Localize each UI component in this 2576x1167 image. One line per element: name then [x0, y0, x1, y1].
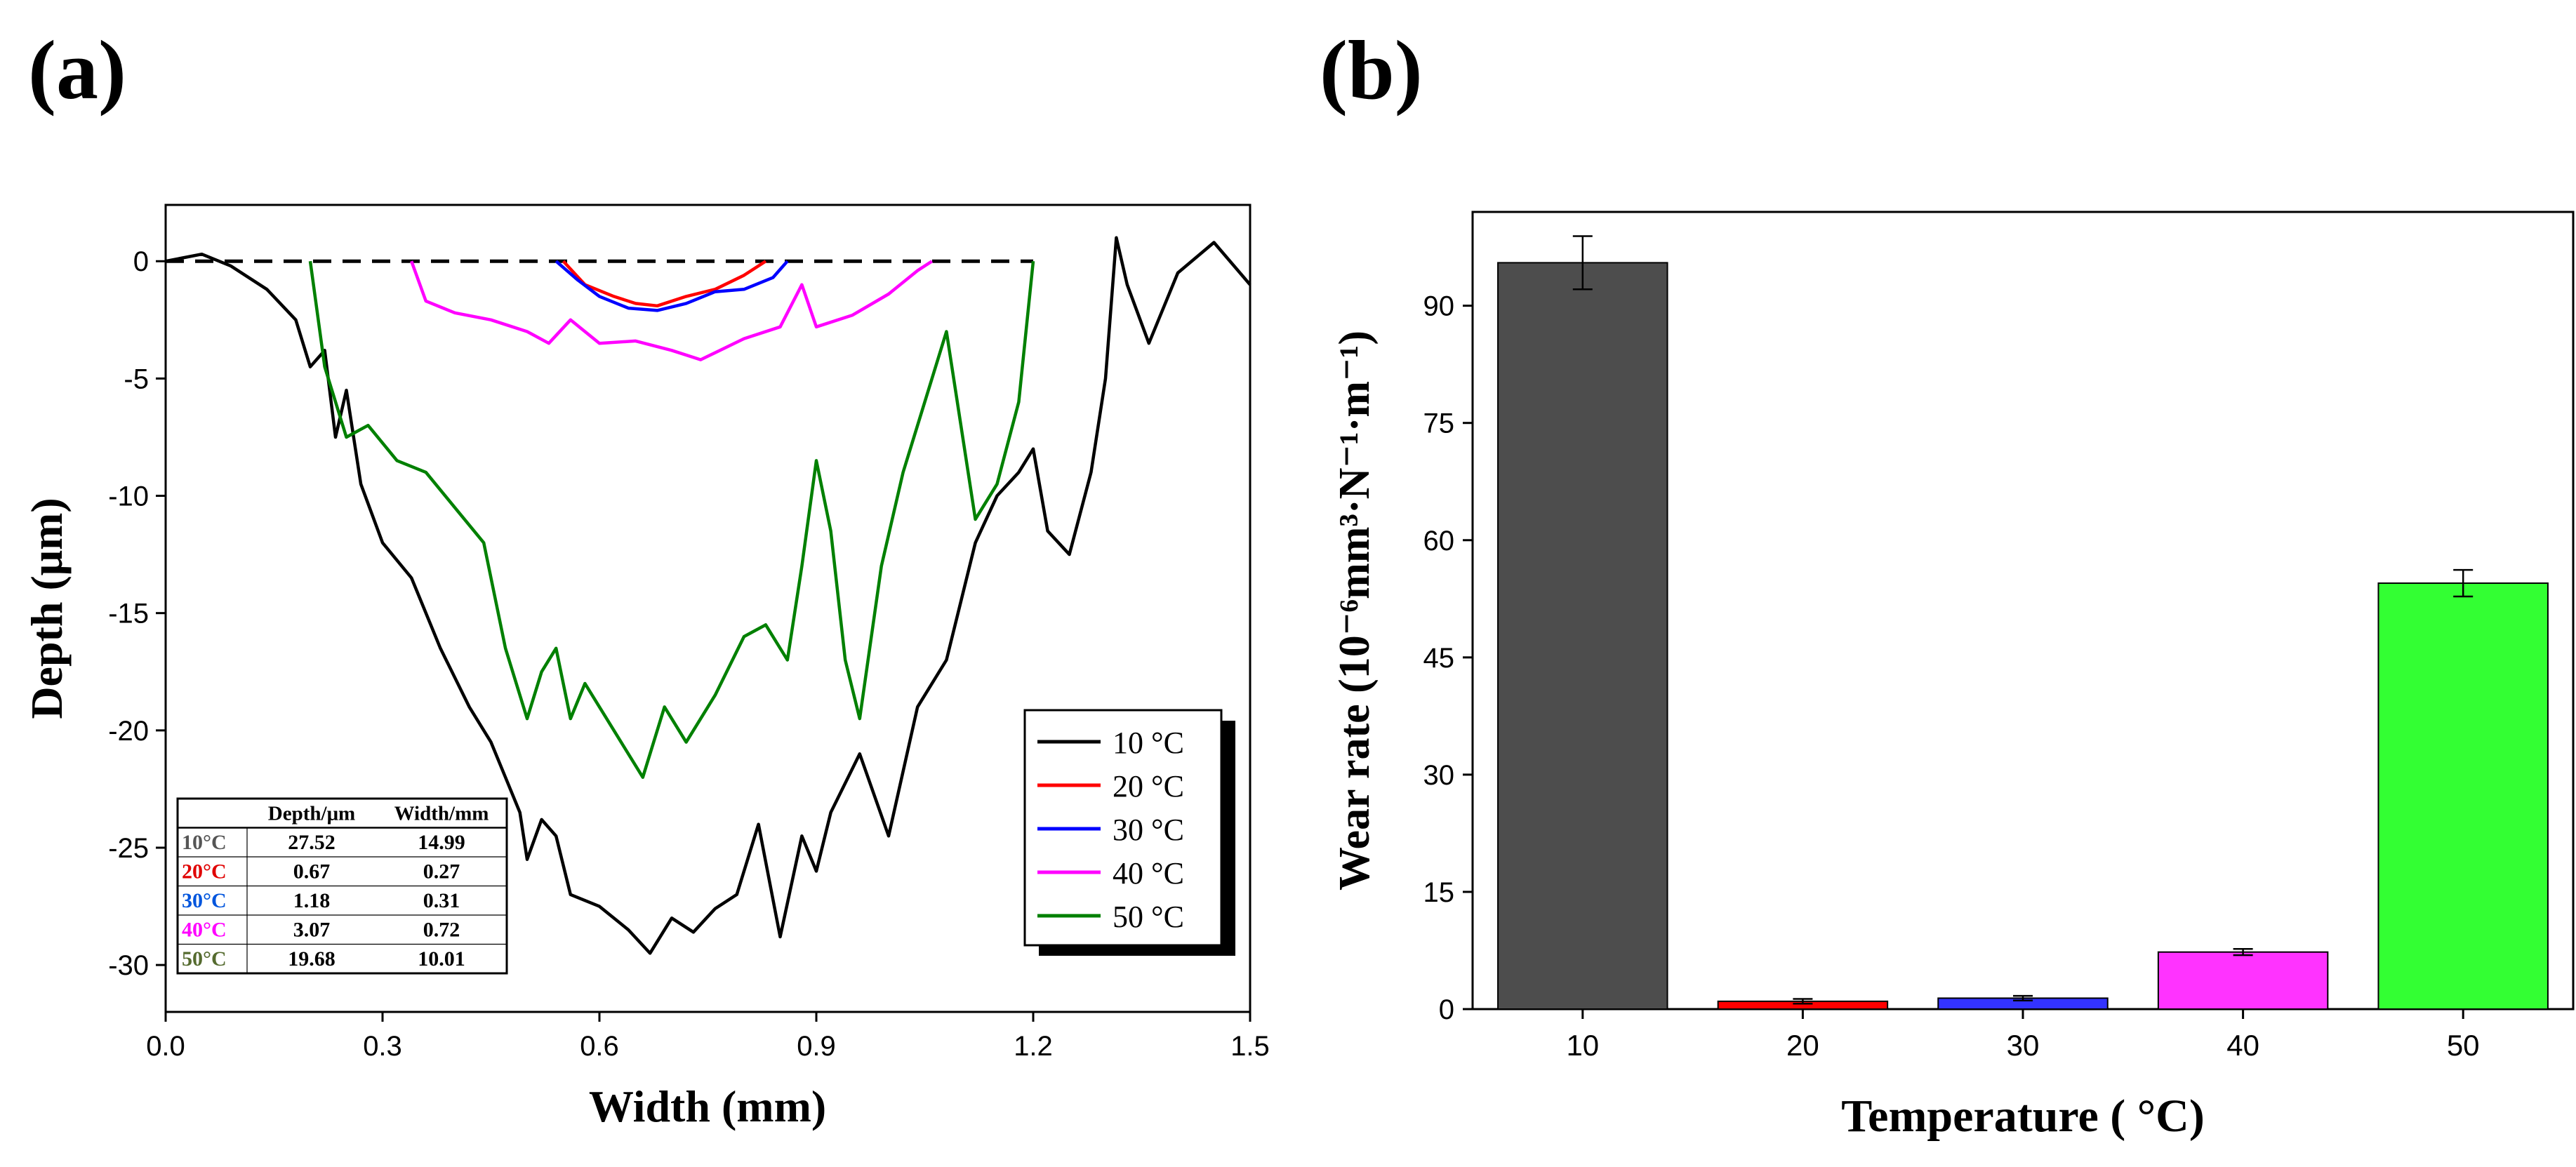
table-cell: 10.01	[418, 947, 465, 971]
legend-label: 30 °C	[1113, 813, 1184, 847]
bar-group	[1497, 262, 2549, 1011]
series-line-40c	[410, 260, 934, 361]
error-bar-group	[1572, 235, 2474, 1005]
bar-10	[1497, 262, 1668, 1010]
table-cell: 0.27	[423, 860, 460, 883]
x-tick-label: 20	[1786, 1029, 1819, 1062]
legend-label: 20 °C	[1113, 769, 1184, 803]
table-cell: 3.07	[293, 919, 331, 942]
x-tick-label: 1.5	[1230, 1031, 1270, 1062]
series-line-10c	[165, 236, 1252, 955]
y-tick-label: 0	[133, 246, 149, 277]
x-tick-label: 0.9	[797, 1031, 836, 1062]
summary-table: Depth/μm Width/mm 10°C 27.52 14.99 20°C 0.67 0.…	[176, 797, 508, 975]
x-tick-label: 0.0	[146, 1031, 185, 1062]
y-tick-label: -20	[108, 716, 149, 747]
y-axis-ticks: 0 15 30 45 60 75 90	[1423, 291, 1473, 1025]
table-cell: 19.68	[288, 947, 336, 971]
legend-label: 10 °C	[1113, 726, 1184, 760]
x-tick-label: 0.3	[363, 1031, 402, 1062]
x-tick-label: 40	[2226, 1029, 2259, 1062]
x-axis-ticks: 0.0 0.3 0.6 0.9 1.2 1.5	[146, 1012, 1270, 1062]
x-tick-label: 30	[2007, 1029, 2040, 1062]
y-tick-label: 60	[1423, 526, 1455, 556]
depth-series-group	[165, 236, 1252, 955]
bar-40	[2157, 951, 2329, 1010]
y-tick-label: -10	[108, 481, 149, 512]
panel-a-label: (a)	[28, 23, 126, 116]
depth-profile-chart: 0.0 0.3 0.6 0.9 1.2 1.5 0 -5 -10 -15 -20 -25 -30 Wi…	[22, 204, 1270, 1131]
y-tick-label: 75	[1423, 408, 1455, 439]
table-cell: 1.18	[293, 889, 331, 912]
bar-50	[2377, 582, 2549, 1010]
legend-label: 40 °C	[1113, 856, 1184, 891]
x-tick-label: 10	[1566, 1029, 1599, 1062]
y-tick-label: 0	[1439, 994, 1454, 1025]
x-axis-title: Temperature ( °C)	[1841, 1091, 2205, 1142]
table-cell: 14.99	[418, 831, 465, 854]
legend: 10 °C 20 °C 30 °C 40 °C 50 °C	[1023, 709, 1235, 956]
legend-label: 50 °C	[1113, 900, 1184, 934]
y-axis-ticks: 0 -5 -10 -15 -20 -25 -30	[108, 246, 166, 981]
table-cell: 27.52	[288, 831, 336, 854]
y-tick-label: -25	[108, 833, 149, 864]
plot-a-frame	[164, 204, 1252, 1013]
table-row-label: 20°C	[182, 860, 227, 883]
y-tick-label: -5	[124, 364, 149, 394]
y-tick-label: -15	[108, 599, 149, 629]
table-cell: 0.31	[423, 889, 460, 912]
y-tick-label: 45	[1423, 643, 1455, 674]
y-axis-title: Wear rate (10⁻⁶mm³·N⁻¹·m⁻¹)	[1331, 331, 1379, 891]
x-tick-label: 1.2	[1014, 1031, 1053, 1062]
table-row-label: 50°C	[182, 947, 227, 971]
y-axis-title: Depth (μm)	[22, 498, 72, 719]
x-axis-ticks: 10 20 30 40 50	[1566, 1009, 2480, 1062]
table-header: Depth/μm	[268, 803, 355, 825]
table-cell: 0.67	[293, 860, 331, 883]
panel-b-label: (b)	[1320, 23, 1423, 116]
series-line-20c	[562, 260, 767, 308]
x-tick-label: 0.6	[580, 1031, 619, 1062]
table-row-label: 10°C	[182, 831, 227, 854]
y-tick-label: 30	[1423, 760, 1455, 791]
table-row-label: 40°C	[182, 919, 227, 942]
x-axis-title: Width (mm)	[589, 1081, 826, 1131]
y-tick-label: 90	[1423, 291, 1455, 322]
wear-rate-chart: 10 20 30 40 50 0 15 30 45 60 75 90 Temperature ( °…	[1331, 211, 2575, 1142]
series-line-50c	[308, 260, 1035, 779]
table-row-label: 30°C	[182, 889, 227, 912]
y-tick-label: 15	[1423, 877, 1455, 908]
x-tick-label: 50	[2447, 1029, 2480, 1062]
series-line-30c	[555, 260, 789, 312]
table-cell: 0.72	[423, 919, 460, 942]
y-tick-label: -30	[108, 950, 149, 981]
table-header: Width/mm	[394, 803, 489, 825]
